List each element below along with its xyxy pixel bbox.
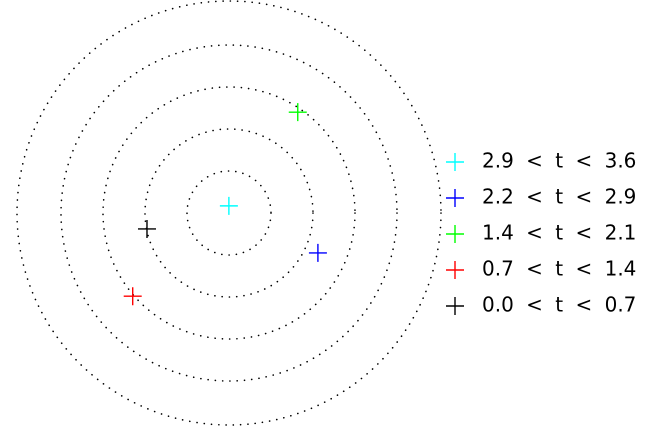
legend-label: 0.0 < t < 0.7 bbox=[482, 293, 636, 317]
legend-label: 2.9 < t < 3.6 bbox=[482, 149, 636, 173]
legend-marker bbox=[446, 153, 464, 171]
legend-marker bbox=[446, 189, 464, 207]
legend-label: 1.4 < t < 2.1 bbox=[482, 221, 636, 245]
ring bbox=[186, 170, 272, 256]
ring bbox=[16, 0, 442, 426]
legend: 2.9 < t < 3.6 2.2 < t < 2.9 1.4 < t < 2.1 0… bbox=[446, 149, 636, 317]
legend-marker bbox=[446, 297, 464, 315]
point bbox=[123, 287, 142, 306]
legend-marker bbox=[446, 261, 464, 279]
legend-label: 0.7 < t < 1.4 bbox=[482, 257, 636, 281]
ring bbox=[102, 86, 356, 340]
point bbox=[219, 196, 238, 215]
reference-rings bbox=[16, 0, 442, 426]
ring bbox=[60, 44, 398, 382]
legend-label: 2.2 < t < 2.9 bbox=[482, 185, 636, 209]
ring bbox=[144, 128, 314, 298]
point bbox=[308, 243, 327, 262]
legend-marker bbox=[446, 225, 464, 243]
point bbox=[288, 103, 307, 122]
point bbox=[137, 219, 156, 238]
